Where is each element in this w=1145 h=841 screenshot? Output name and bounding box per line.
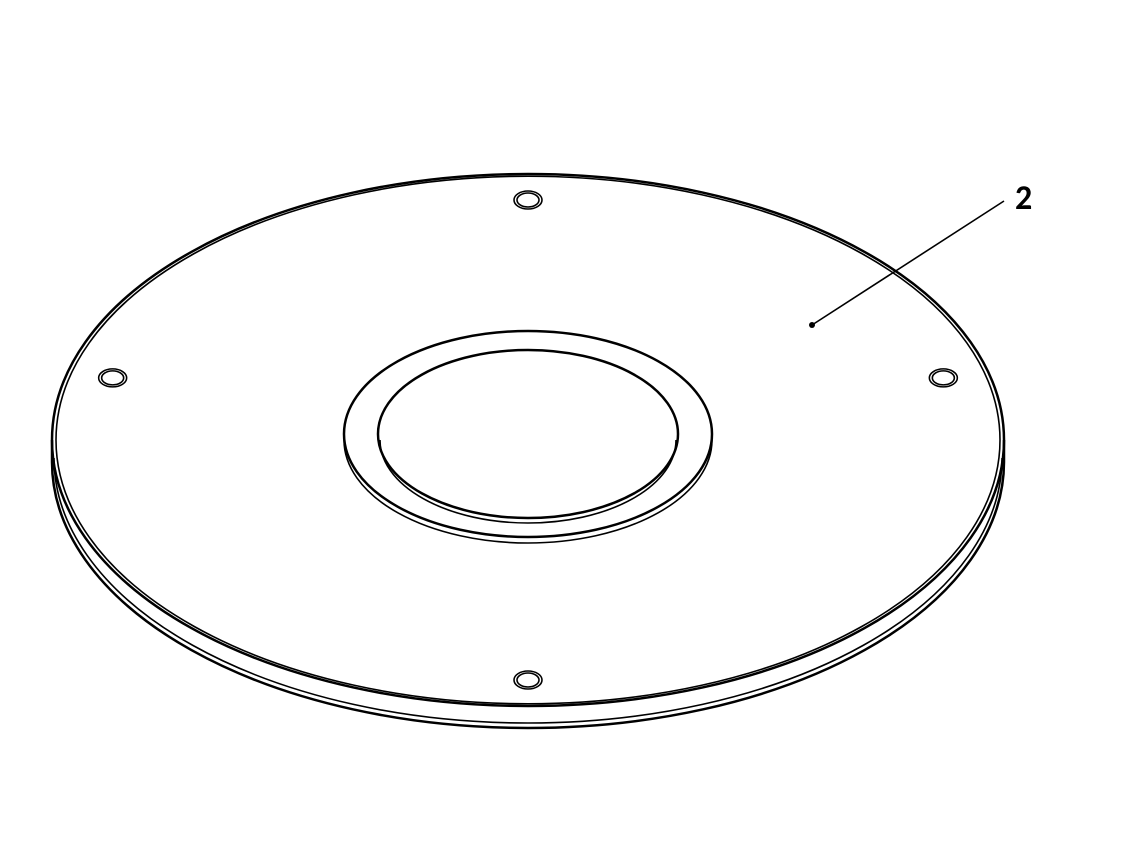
bolt-hole-1 — [102, 371, 124, 385]
bolt-hole-2 — [517, 193, 539, 207]
callout-leader-2 — [812, 201, 1004, 325]
bolt-hole-0 — [517, 673, 539, 687]
bore-wall-front — [380, 440, 676, 523]
callout-label-2: 2 — [1015, 178, 1032, 219]
disc-diagram — [0, 0, 1145, 841]
outer-chamfer-edge — [56, 176, 1000, 704]
bolt-hole-3 — [932, 371, 954, 385]
bore-top-edge — [378, 350, 678, 518]
inner-ring-outer-top — [344, 331, 712, 537]
outer-rim-bottom-front — [52, 462, 1004, 728]
inner-ring-outer-base-front — [344, 440, 712, 543]
outer-rim-bottom-inner — [54, 458, 1002, 723]
